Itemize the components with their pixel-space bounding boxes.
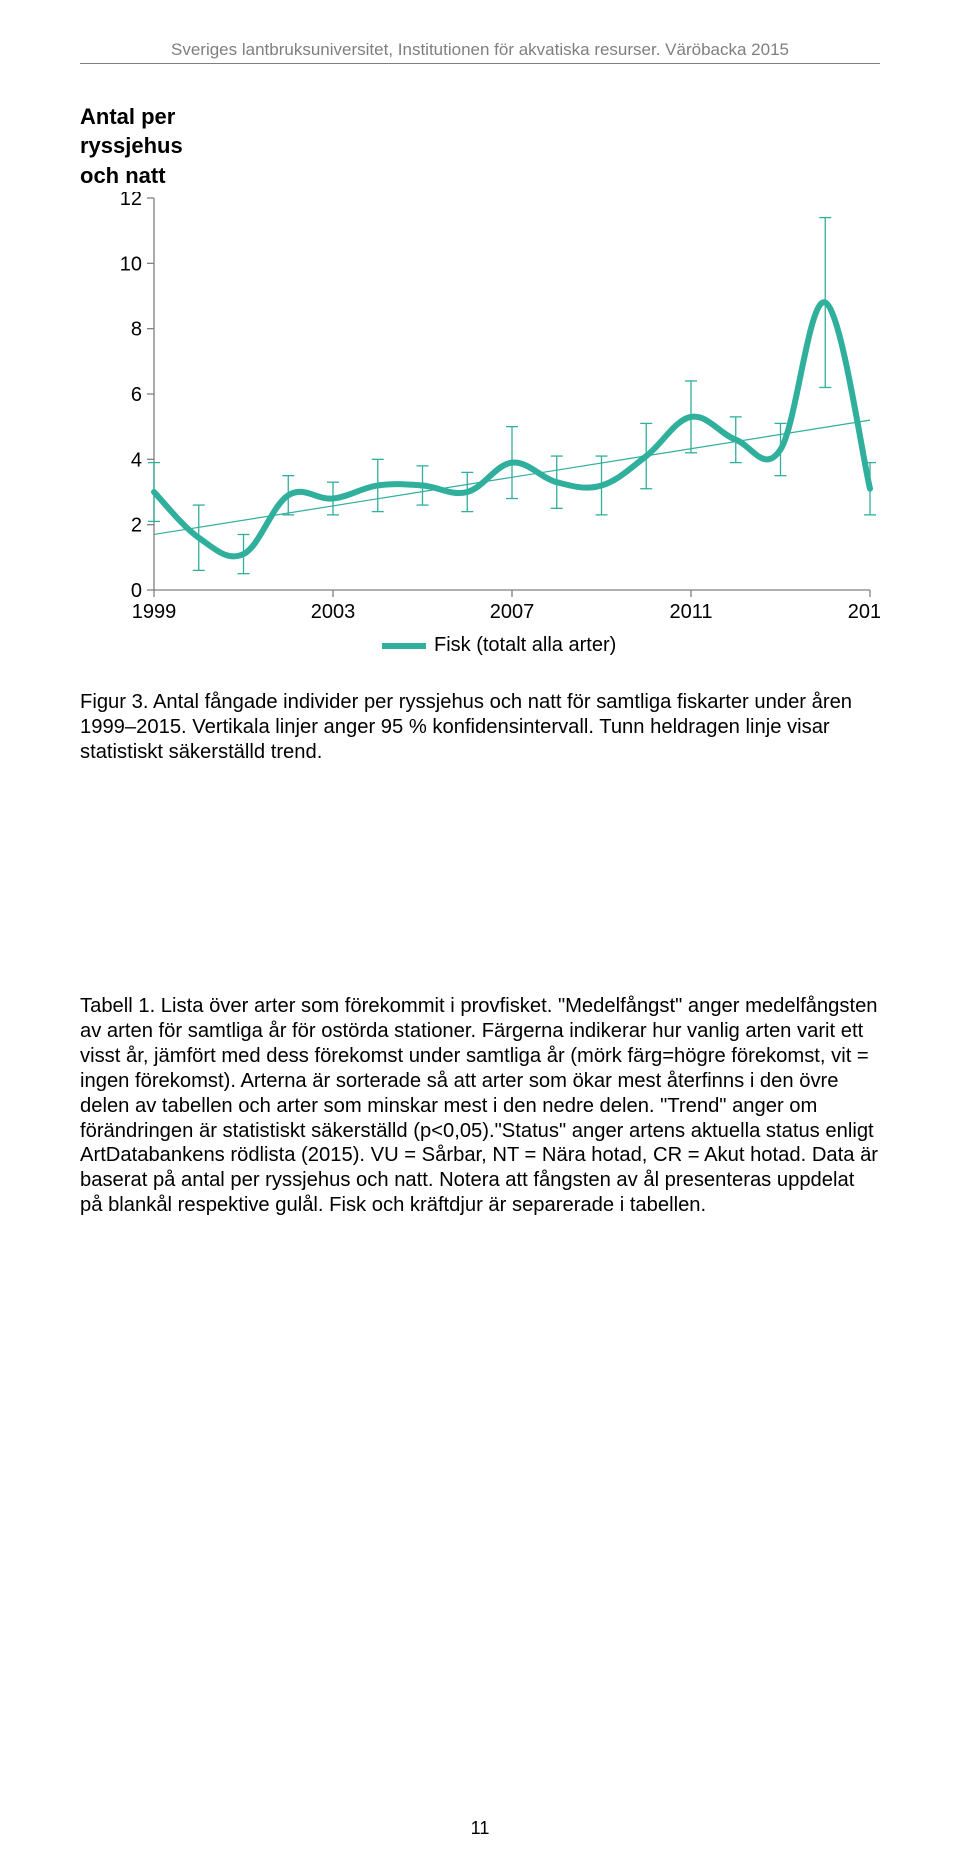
svg-text:0: 0 xyxy=(131,580,142,602)
y-axis-title-line1: Antal per xyxy=(80,104,880,129)
caption-body: Antal fångade individer per ryssjehus oc… xyxy=(80,691,852,763)
figure-caption: Figur 3. Antal fångade individer per rys… xyxy=(80,690,880,765)
y-axis-title-line2: ryssjehus xyxy=(80,133,880,158)
svg-text:10: 10 xyxy=(120,253,142,275)
svg-text:12: 12 xyxy=(120,192,142,210)
page-number: 11 xyxy=(0,1818,960,1839)
svg-text:4: 4 xyxy=(131,449,142,471)
caption2-body: Lista över arter som förekommit i provfi… xyxy=(80,995,878,1216)
y-axis-title-line3: och natt xyxy=(80,163,880,188)
caption-prefix: Figur 3. xyxy=(80,691,148,713)
svg-text:2011: 2011 xyxy=(669,601,712,623)
svg-text:2: 2 xyxy=(131,515,142,537)
caption2-prefix: Tabell 1. xyxy=(80,995,155,1017)
svg-text:6: 6 xyxy=(131,384,142,406)
svg-text:2015: 2015 xyxy=(848,601,880,623)
svg-text:2007: 2007 xyxy=(490,601,535,623)
svg-text:Fisk (totalt alla arter): Fisk (totalt alla arter) xyxy=(434,634,616,656)
table-caption: Tabell 1. Lista över arter som förekommi… xyxy=(80,994,880,1218)
svg-text:8: 8 xyxy=(131,319,142,341)
svg-text:2003: 2003 xyxy=(311,601,356,623)
chart-container: 0 2 4 6 8 10 12 1999 2003 2007 2011 2015 Fisk (total… xyxy=(80,192,880,670)
svg-text:1999: 1999 xyxy=(132,601,177,623)
page-header: Sveriges lantbruksuniversitet, Instituti… xyxy=(80,40,880,64)
line-chart: 0 2 4 6 8 10 12 1999 2003 2007 2011 2015 Fisk (total… xyxy=(80,192,880,670)
